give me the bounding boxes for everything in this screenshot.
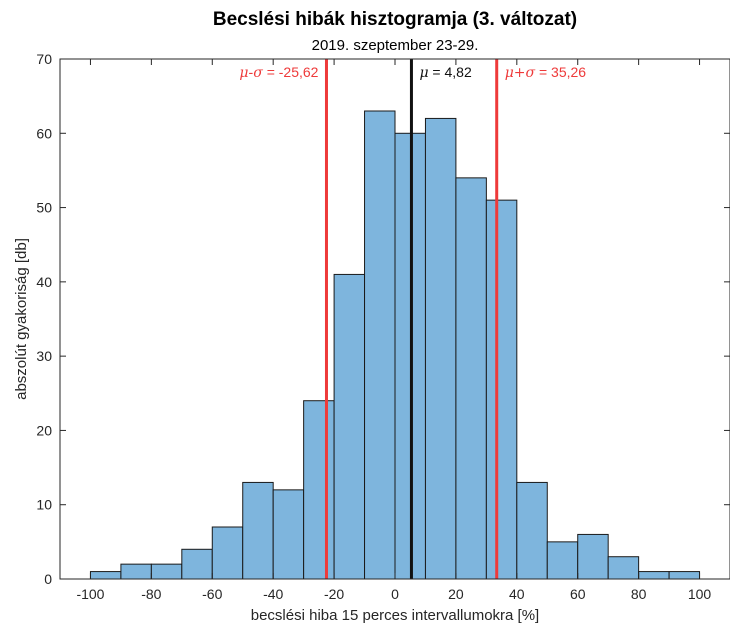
x-tick-label: -20 [324,586,344,602]
x-tick-label: 80 [631,586,647,602]
y-tick-label: 50 [36,200,52,216]
histogram-bar [485,199,518,580]
chart-subtitle: 2019. szeptember 23-29. [312,37,479,54]
y-tick-label: 60 [36,125,52,141]
reference-line-label: μ = 4,82 [419,64,472,81]
histogram-bar [577,533,609,580]
bars-group [89,110,701,580]
histogram-bar [668,571,701,580]
y-tick-label: 70 [36,51,52,67]
chart-title: Becslési hibák hisztogramja (3. változat… [213,9,577,30]
y-tick-label: 30 [36,348,52,364]
y-tick-label: 0 [44,571,52,587]
histogram-bar [607,556,640,580]
histogram-bar [150,563,183,580]
x-tick-label: -100 [76,586,104,602]
histogram-bar [455,177,487,580]
reference-line-label: μ-σ = -25,62 [239,64,318,81]
histogram-bar [546,541,579,580]
y-tick-label: 10 [36,497,52,513]
x-tick-label: 20 [448,586,464,602]
histogram-bar [242,481,274,580]
x-tick-label: -40 [263,586,283,602]
x-tick-label: 40 [509,586,525,602]
x-tick-label: 60 [570,586,586,602]
histogram-bar [516,481,548,580]
y-tick-label: 20 [36,422,52,438]
histogram-bar [120,563,152,580]
x-tick-label: -80 [141,586,161,602]
x-tick-label: 100 [688,586,712,602]
histogram-bar [181,548,213,580]
histogram-bar [303,400,335,580]
x-tick-label: 0 [391,586,399,602]
reference-lines-group: μ-σ = -25,62 μ = 4,82 μ+σ = 35,26 [239,59,586,579]
ticks-group: -100 -80 -60 -40 -20 0 20 40 60 80 100 0 10 20 30 40 50 6… [36,51,730,602]
y-tick-label: 40 [36,274,52,290]
x-axis-label: becslési hiba 15 perces intervallumokra … [251,607,539,624]
y-axis-label: abszolút gyakoriság [db] [13,238,30,400]
histogram-bar [211,526,244,580]
histogram-bar [333,273,366,580]
histogram-bar [424,117,457,580]
histogram-bar [89,571,122,580]
histogram-bar [364,110,396,580]
reference-line-label: μ+σ = 35,26 [505,64,587,81]
x-tick-label: -60 [202,586,222,602]
histogram-bar [638,571,670,580]
histogram-bar [272,489,305,580]
